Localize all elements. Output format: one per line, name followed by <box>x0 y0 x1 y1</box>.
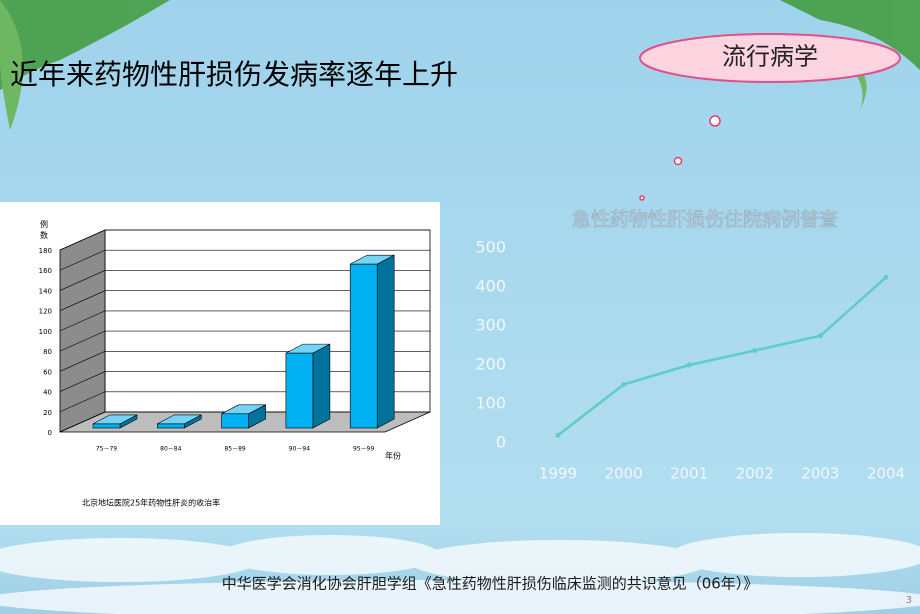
x-tick-label: 2001 <box>670 465 708 483</box>
point <box>621 382 627 387</box>
y-tick-label: 80 <box>43 348 52 356</box>
clouds <box>0 533 920 614</box>
y-tick-label: 160 <box>39 267 52 275</box>
point <box>883 274 889 280</box>
point <box>555 432 561 438</box>
bubbles <box>639 115 721 201</box>
y-tick-label: 400 <box>475 277 506 296</box>
badge: 流行病学 <box>639 33 901 83</box>
point <box>686 362 692 368</box>
y-tick-label: 180 <box>39 247 52 255</box>
bar-chart: 0 20 40 60 80 100 120 140 160 180 例数年份北京地坛医院25年药物性… <box>39 219 431 508</box>
x-tick-label: 95－99 <box>353 446 374 453</box>
x-tick-label: 75－79 <box>96 446 117 453</box>
line <box>557 276 887 437</box>
page-number: 3 <box>906 595 912 606</box>
y-tick-label: 500 <box>475 238 506 257</box>
bar <box>157 423 185 429</box>
line-chart: 急性药物性肝损伤住院病例普查 0 100 200 300 400 500 1999 2000 20… <box>475 207 905 483</box>
y-tick-label: 20 <box>43 409 52 417</box>
y-tick-label: 200 <box>475 355 506 374</box>
y-tick-label: 140 <box>39 287 52 295</box>
x-tick-label: 2004 <box>867 465 905 483</box>
y-tick-label: 40 <box>43 389 52 397</box>
y-tick-label: 100 <box>475 394 506 413</box>
x-tick-label: 85－89 <box>224 446 245 453</box>
bar <box>92 423 121 429</box>
grid-line <box>59 411 106 433</box>
y-tick-label: 100 <box>39 328 52 336</box>
y-tick-label: 300 <box>475 316 506 335</box>
grid-line <box>59 351 106 372</box>
grid-line <box>59 391 106 413</box>
bar <box>349 263 378 429</box>
footer: 中华医学会消化协会肝胆学组《急性药物性肝损伤临床监测的共识意见（06年）》 <box>222 575 759 593</box>
x-axis-label: 年份 <box>385 451 401 461</box>
x-tick-label: 90－94 <box>289 446 310 453</box>
x-tick-label: 2003 <box>801 465 839 483</box>
point <box>752 348 758 354</box>
x-tick-label: 1999 <box>539 465 577 483</box>
y-tick-label: 0 <box>48 429 52 437</box>
grid-line <box>59 330 106 352</box>
x-tick-label: 2000 <box>605 465 643 483</box>
grid-line <box>59 270 106 291</box>
grid-line <box>59 371 106 392</box>
x-tick-label: 80－84 <box>160 446 181 453</box>
y-tick-label: 120 <box>39 308 52 316</box>
point <box>817 333 823 339</box>
caption: 北京地坛医院25年药物性肝炎的收治率 <box>82 498 220 508</box>
bar <box>221 413 249 429</box>
y-tick-label: 0 <box>496 433 506 452</box>
y-axis-label: 例数 <box>40 219 49 242</box>
y-tick-label: 60 <box>43 368 52 376</box>
chart-title: 急性药物性肝损伤住院病例普查 <box>572 208 839 231</box>
bar-side <box>376 254 395 429</box>
badge-text: 流行病学 <box>722 43 818 71</box>
palm-leaves <box>0 0 920 130</box>
slide-title: 近年来药物性肝损伤发病率逐年上升 <box>10 58 458 91</box>
grid-line <box>59 310 106 332</box>
grid-line <box>59 229 106 251</box>
grid-line <box>59 290 106 311</box>
bar-side <box>312 343 331 429</box>
bar <box>285 352 314 429</box>
grid-line <box>59 249 106 271</box>
x-tick-label: 2002 <box>736 465 774 483</box>
